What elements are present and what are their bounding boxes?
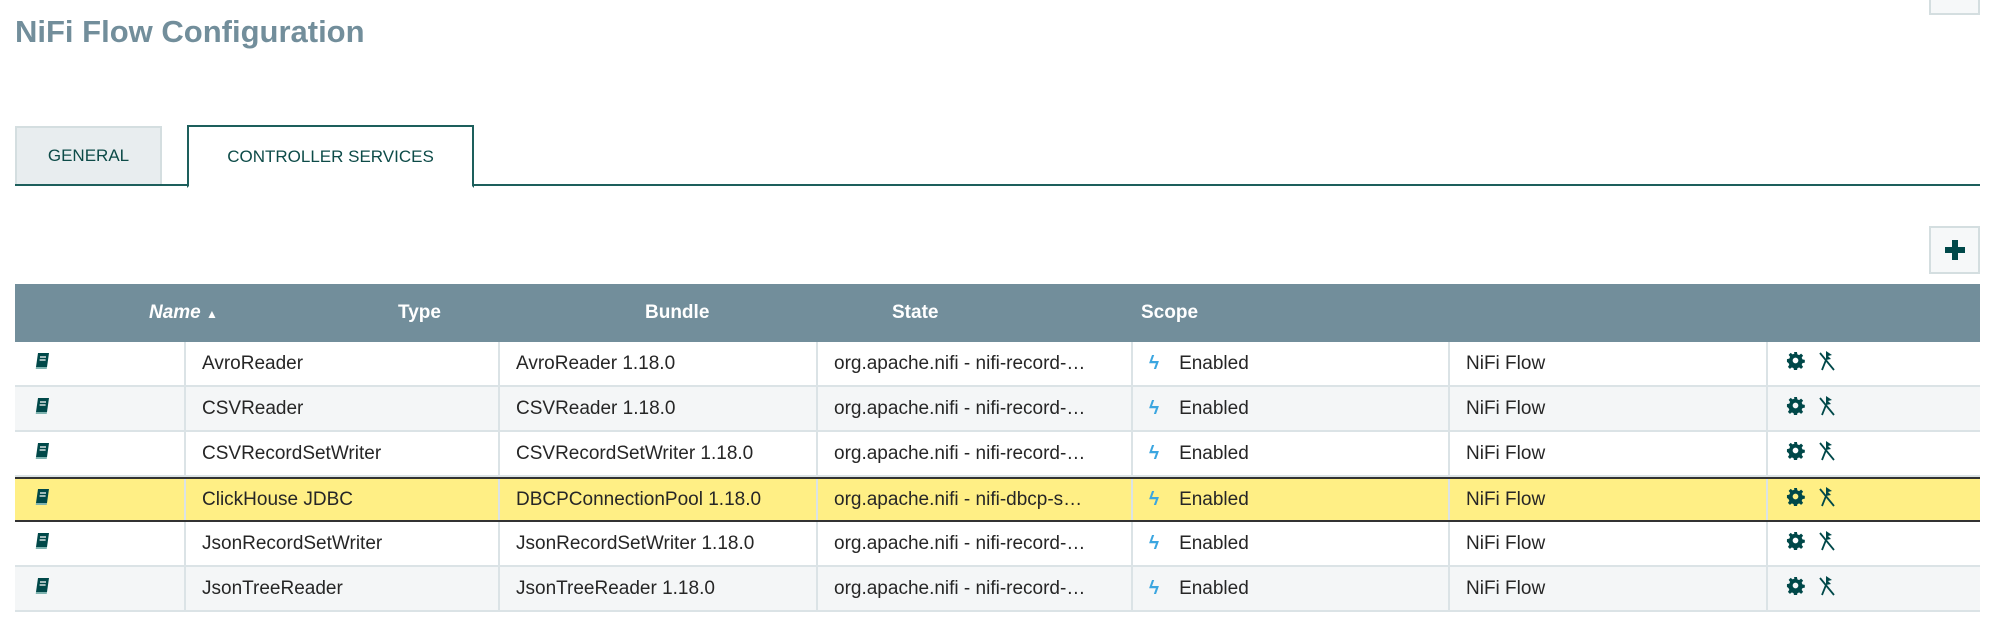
type-cell: DBCPConnectionPool 1.18.0 [498,479,816,520]
bundle-cell: org.apache.nifi - nifi-record-… [816,342,1131,385]
row-details-cell[interactable] [15,342,184,385]
state-label: Enabled [1179,397,1249,419]
bolt-icon: ϟ [1149,532,1160,554]
sort-ascending-icon: ▲ [206,307,218,321]
table-row[interactable]: JsonTreeReader JsonTreeReader 1.18.0 org… [15,567,1980,612]
book-icon[interactable] [33,352,51,376]
type-cell: JsonRecordSetWriter 1.18.0 [498,522,816,565]
column-header-name[interactable]: Name ▲ [149,302,218,323]
plus-icon [1944,240,1965,260]
table-header: Name ▲ Type Bundle State Scope [15,284,1980,342]
actions-cell [1766,342,1980,385]
table-row[interactable]: ClickHouse JDBC DBCPConnectionPool 1.18.… [15,477,1980,522]
type-cell: CSVReader 1.18.0 [498,387,816,430]
bundle-cell: org.apache.nifi - nifi-record-… [816,522,1131,565]
name-cell: CSVReader [184,387,498,430]
state-cell: ϟ Enabled [1131,342,1448,385]
book-icon[interactable] [33,442,51,466]
gear-icon[interactable] [1786,441,1805,466]
disable-icon[interactable] [1817,530,1837,558]
book-icon[interactable] [33,577,51,601]
gear-icon[interactable] [1786,576,1805,601]
tab-controller-services[interactable]: CONTROLLER SERVICES [187,125,474,188]
state-label: Enabled [1179,577,1249,599]
column-header-type[interactable]: Type [398,302,441,323]
state-label: Enabled [1179,488,1249,510]
book-icon[interactable] [33,488,51,512]
name-cell: JsonRecordSetWriter [184,522,498,565]
bundle-cell: org.apache.nifi - nifi-record-… [816,432,1131,475]
scope-cell: NiFi Flow [1448,432,1766,475]
table-row[interactable]: CSVRecordSetWriter CSVRecordSetWriter 1.… [15,432,1980,477]
table-row[interactable]: JsonRecordSetWriter JsonRecordSetWriter … [15,522,1980,567]
table-row[interactable]: AvroReader AvroReader 1.18.0 org.apache.… [15,342,1980,387]
type-cell: AvroReader 1.18.0 [498,342,816,385]
scope-cell: NiFi Flow [1448,387,1766,430]
actions-cell [1766,432,1980,475]
gear-icon[interactable] [1786,396,1805,421]
disable-icon[interactable] [1817,440,1837,468]
gear-icon[interactable] [1786,351,1805,376]
actions-cell [1766,567,1980,610]
name-cell: CSVRecordSetWriter [184,432,498,475]
actions-cell [1766,387,1980,430]
bundle-cell: org.apache.nifi - nifi-record-… [816,387,1131,430]
scope-cell: NiFi Flow [1448,342,1766,385]
bolt-icon: ϟ [1149,397,1160,419]
name-cell: ClickHouse JDBC [184,479,498,520]
state-cell: ϟ Enabled [1131,387,1448,430]
row-details-cell[interactable] [15,479,184,520]
state-label: Enabled [1179,442,1249,464]
actions-cell [1766,479,1980,520]
book-icon[interactable] [33,532,51,556]
bolt-icon: ϟ [1149,442,1160,464]
bundle-cell: org.apache.nifi - nifi-dbcp-s… [816,479,1131,520]
state-label: Enabled [1179,352,1249,374]
disable-icon[interactable] [1817,350,1837,378]
book-icon[interactable] [33,397,51,421]
column-header-scope[interactable]: Scope [1141,302,1199,323]
tab-bar: GENERAL CONTROLLER SERVICES [15,125,1980,188]
type-cell: JsonTreeReader 1.18.0 [498,567,816,610]
row-details-cell[interactable] [15,567,184,610]
state-cell: ϟ Enabled [1131,432,1448,475]
bolt-icon: ϟ [1149,577,1160,599]
bolt-icon: ϟ [1149,352,1160,374]
bundle-cell: org.apache.nifi - nifi-record-… [816,567,1131,610]
row-details-cell[interactable] [15,432,184,475]
column-header-bundle[interactable]: Bundle [645,302,710,323]
column-header-state[interactable]: State [892,302,939,323]
gear-icon[interactable] [1786,487,1805,512]
state-cell: ϟ Enabled [1131,479,1448,520]
table-row[interactable]: CSVReader CSVReader 1.18.0 org.apache.ni… [15,387,1980,432]
scope-cell: NiFi Flow [1448,479,1766,520]
row-details-cell[interactable] [15,387,184,430]
name-cell: JsonTreeReader [184,567,498,610]
actions-cell [1766,522,1980,565]
state-cell: ϟ Enabled [1131,567,1448,610]
disable-icon[interactable] [1817,486,1837,514]
scope-cell: NiFi Flow [1448,522,1766,565]
scope-cell: NiFi Flow [1448,567,1766,610]
disable-icon[interactable] [1817,395,1837,423]
gear-icon[interactable] [1786,531,1805,556]
state-cell: ϟ Enabled [1131,522,1448,565]
close-button[interactable] [1929,0,1980,15]
bolt-icon: ϟ [1149,488,1160,510]
controller-services-table: Name ▲ Type Bundle State Scope AvroReade… [15,284,1980,612]
row-details-cell[interactable] [15,522,184,565]
name-cell: AvroReader [184,342,498,385]
disable-icon[interactable] [1817,575,1837,603]
add-controller-service-button[interactable] [1929,226,1980,274]
state-label: Enabled [1179,532,1249,554]
page-title: NiFi Flow Configuration [15,14,365,49]
tab-general[interactable]: GENERAL [15,126,162,184]
type-cell: CSVRecordSetWriter 1.18.0 [498,432,816,475]
